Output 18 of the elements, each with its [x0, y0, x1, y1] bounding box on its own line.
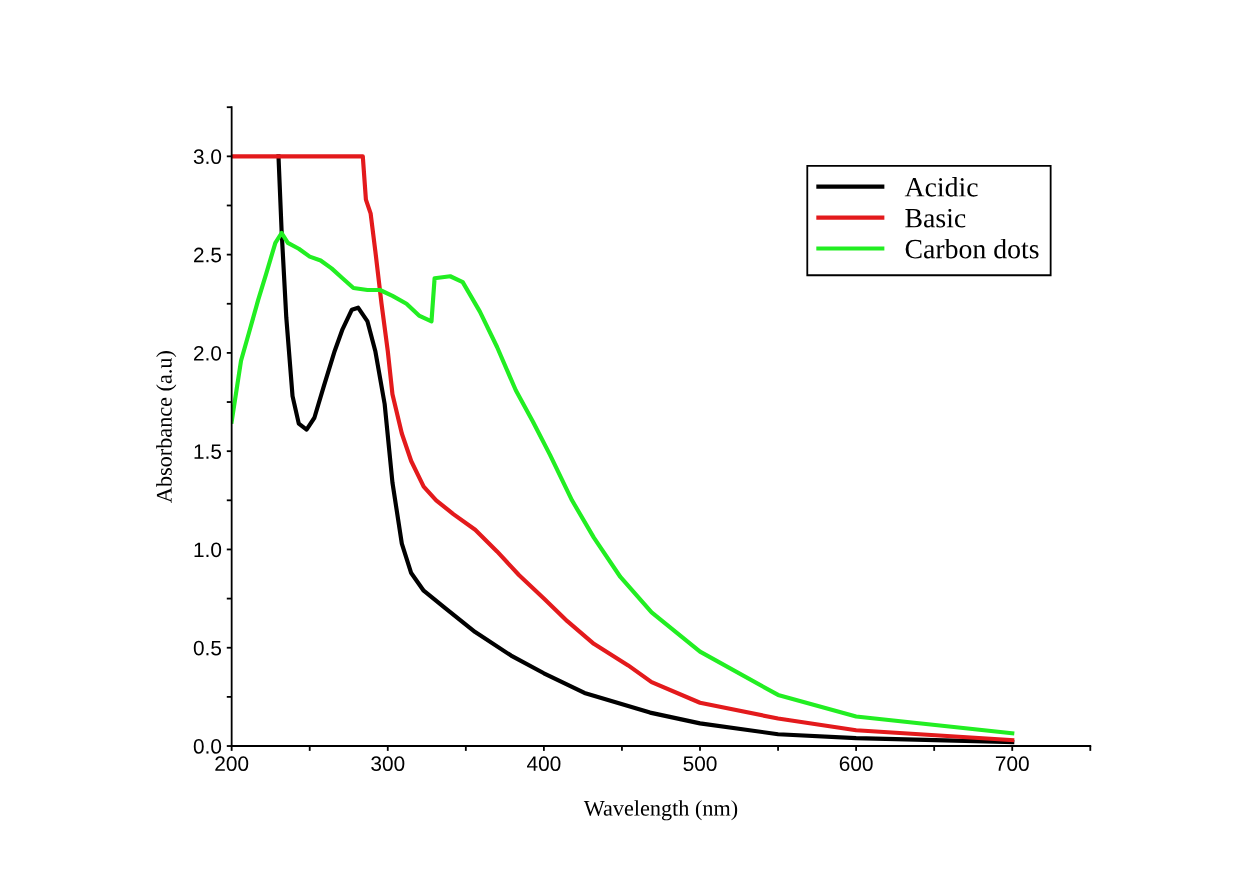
y-tick-label: 3.0 [193, 149, 222, 165]
y-tick-label: 2.5 [194, 247, 222, 263]
y-tick-label: 0.5 [193, 640, 222, 656]
y-tick-label: 1.0 [194, 542, 222, 558]
legend-label: Carbon dots [905, 238, 1039, 259]
x-tick-label: 400 [526, 756, 561, 772]
legend-label: Acidic [904, 177, 978, 197]
x-tick-label: 600 [839, 756, 873, 772]
y-axis-title: Absorbance (a.u) [156, 351, 177, 503]
y-tick-label: 0.0 [193, 739, 222, 754]
y-tick-label: 1.5 [194, 444, 222, 459]
x-tick-label: 200 [215, 756, 249, 772]
x-axis-title: Wavelength (nm) [583, 800, 738, 821]
x-tick-label: 500 [683, 756, 717, 772]
x-tick-label: 300 [371, 756, 405, 772]
legend-label: Basic [905, 208, 966, 228]
x-tick-label: 700 [995, 756, 1029, 772]
y-tick-label: 2.0 [194, 345, 222, 361]
